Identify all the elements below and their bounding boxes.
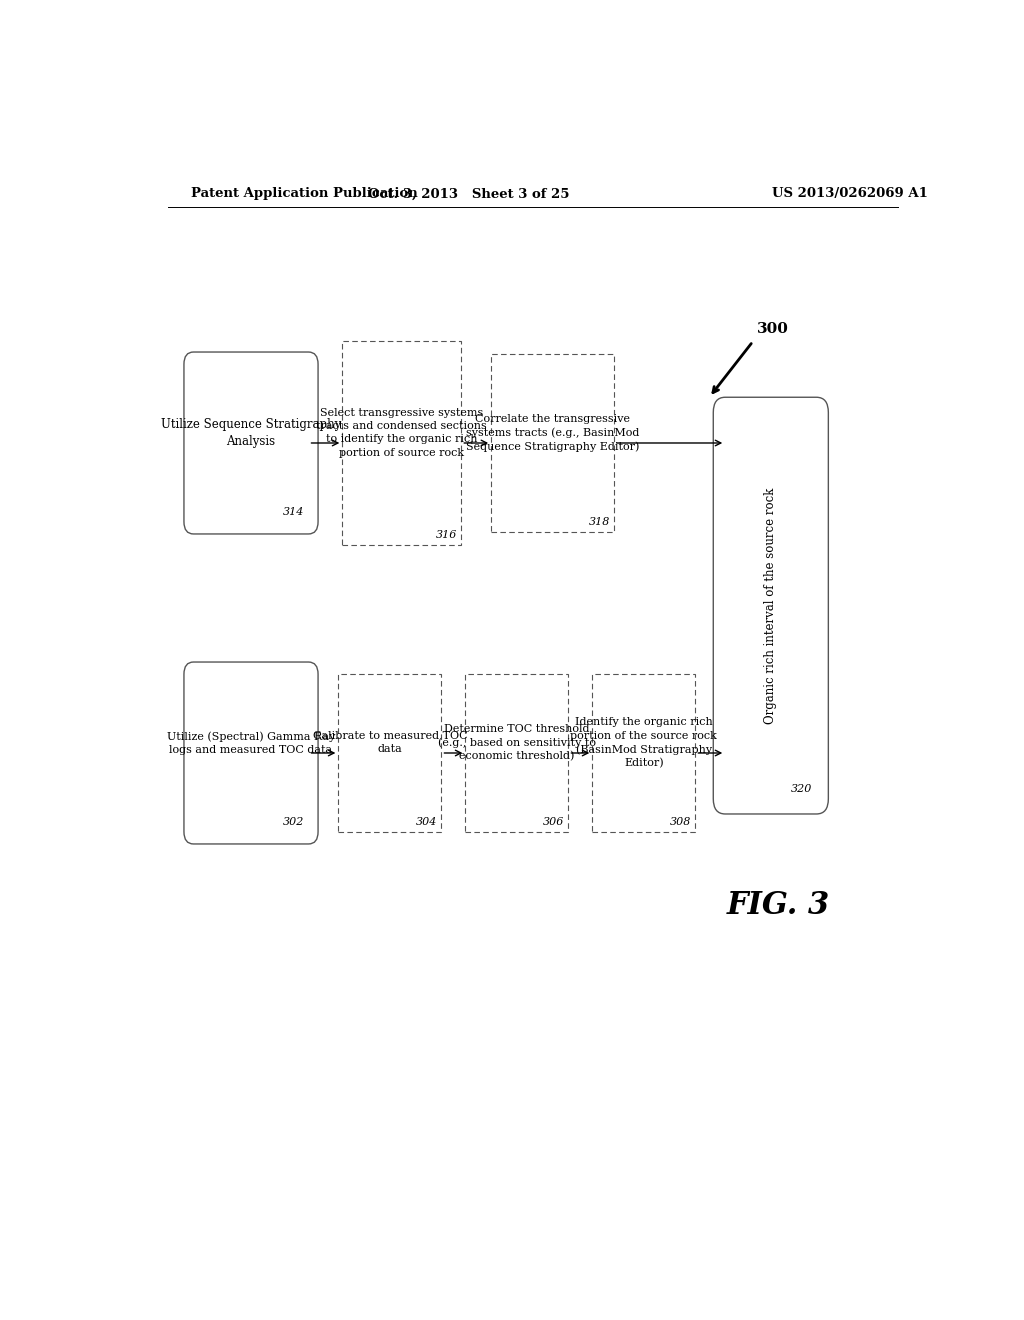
Text: 308: 308 [670,817,691,826]
Text: Utilize Sequence Stratigraphy
Analysis: Utilize Sequence Stratigraphy Analysis [161,418,341,447]
Text: 306: 306 [543,817,564,826]
Text: Select transgressive systems
tracts and condensed sections
to identify the organ: Select transgressive systems tracts and … [316,408,487,458]
FancyBboxPatch shape [338,675,441,832]
FancyBboxPatch shape [342,342,461,545]
Text: Organic rich interval of the source rock: Organic rich interval of the source rock [764,487,777,723]
Text: 304: 304 [416,817,437,826]
Text: US 2013/0262069 A1: US 2013/0262069 A1 [772,187,928,201]
Text: 318: 318 [589,517,610,527]
FancyBboxPatch shape [492,354,614,532]
FancyBboxPatch shape [465,675,568,832]
Text: FIG. 3: FIG. 3 [727,890,830,921]
FancyBboxPatch shape [714,397,828,814]
Text: 302: 302 [284,817,304,826]
Text: Identify the organic rich
portion of the source rock
(BasinMod Stratigraphy
Edit: Identify the organic rich portion of the… [570,717,717,768]
Text: Patent Application Publication: Patent Application Publication [191,187,418,201]
FancyBboxPatch shape [184,352,318,535]
Text: 314: 314 [284,507,304,516]
Text: Correlate the transgressive
systems tracts (e.g., BasinMod
Sequence Stratigraphy: Correlate the transgressive systems trac… [466,414,639,451]
Text: 316: 316 [436,529,458,540]
FancyBboxPatch shape [184,663,318,843]
FancyBboxPatch shape [592,675,695,832]
Text: 300: 300 [757,322,788,337]
Text: Oct. 3, 2013   Sheet 3 of 25: Oct. 3, 2013 Sheet 3 of 25 [369,187,570,201]
Text: Determine TOC threshold
(e.g., based on sensitivity to
economic threshold): Determine TOC threshold (e.g., based on … [438,723,596,762]
Text: Calibrate to measured TOC
data: Calibrate to measured TOC data [312,731,467,755]
Text: 320: 320 [792,784,812,793]
Text: Utilize (Spectral) Gamma Ray
logs and measured TOC data: Utilize (Spectral) Gamma Ray logs and me… [167,731,335,755]
